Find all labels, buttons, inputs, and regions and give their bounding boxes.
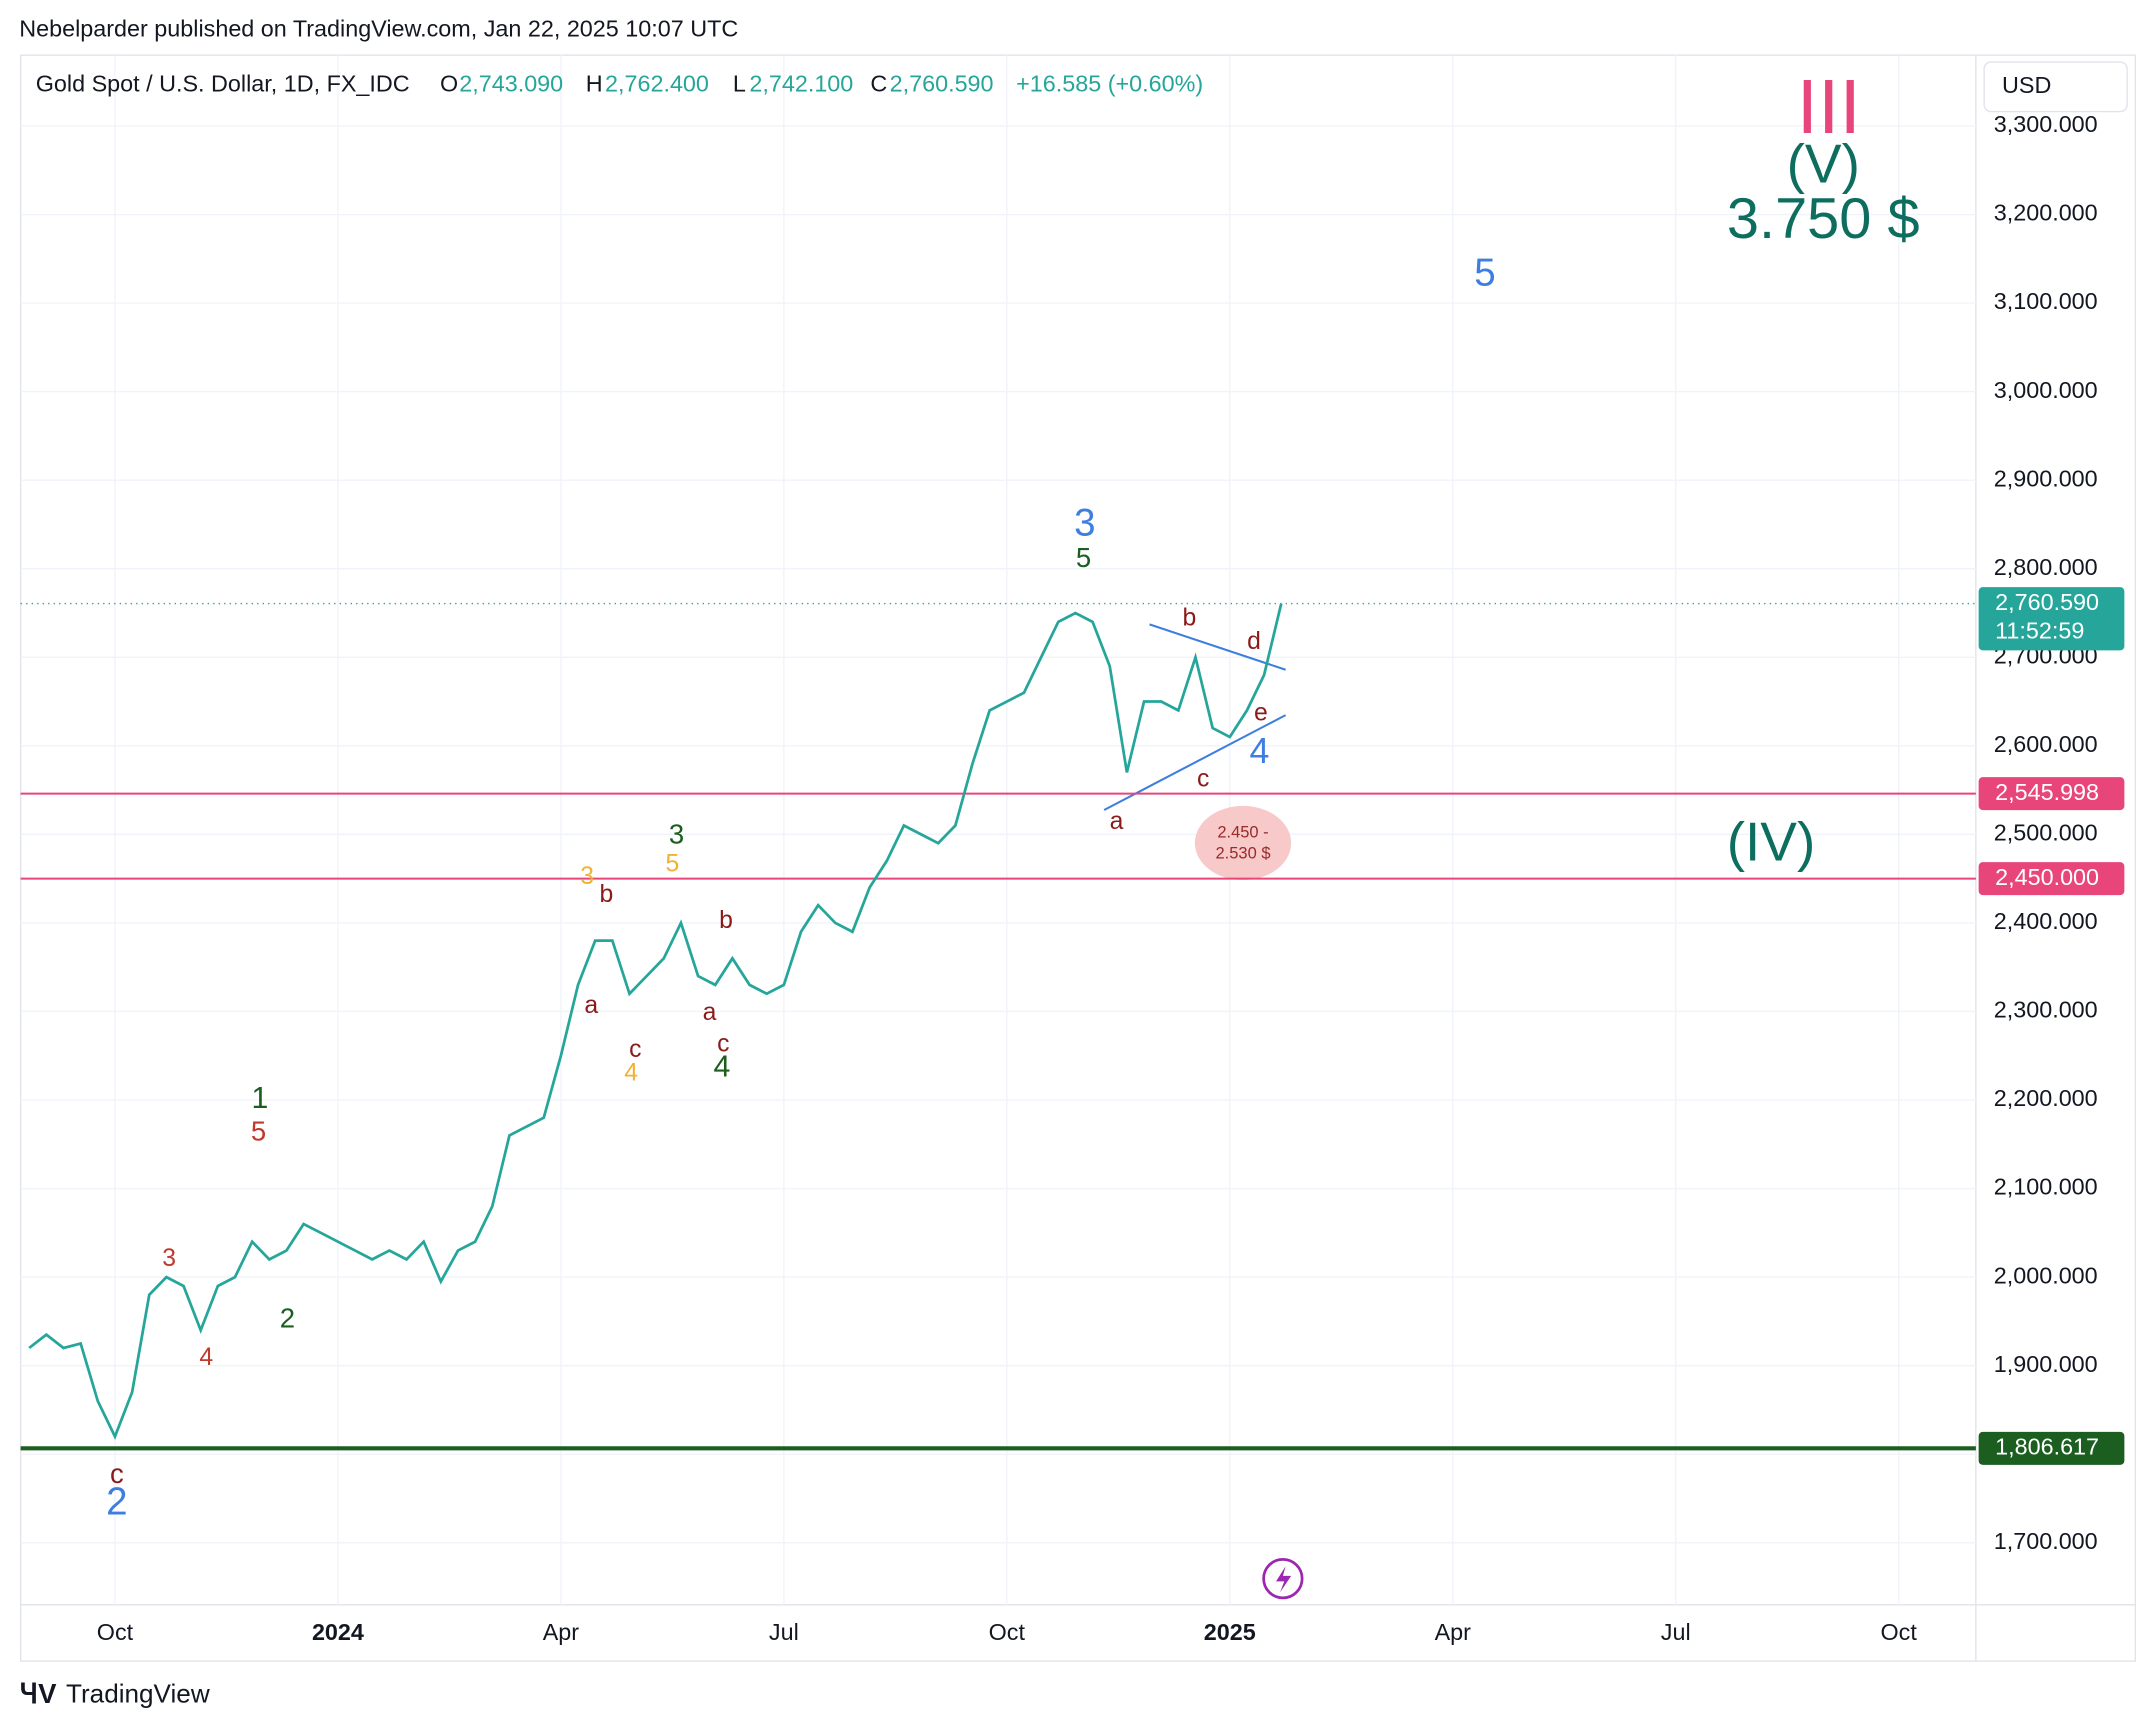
wave-label: 5: [665, 851, 679, 878]
level-label: 2,545.998: [1995, 779, 2099, 805]
currency: USD: [2002, 72, 2051, 98]
y-tick-label: 2,000.000: [1994, 1262, 2098, 1288]
frame: [19, 54, 2137, 1662]
symbol: Gold Spot / U.S. Dollar, 1D, FX_IDC: [36, 71, 410, 97]
wave-label: 3.750 $: [1727, 187, 1920, 251]
level-label: 2,450.000: [1995, 864, 2099, 890]
wave-label: 3: [162, 1245, 176, 1272]
wave-label: a: [703, 999, 717, 1026]
x-tick-label: Apr: [1435, 1619, 1472, 1645]
level-label-box: [1978, 1431, 2125, 1465]
c-value: 2,760.590: [890, 71, 994, 97]
wave-label: 5: [251, 1115, 266, 1146]
level-label-box: [1978, 777, 2125, 811]
level-label-box: [1978, 862, 2125, 896]
currency-button[interactable]: [1983, 61, 2128, 113]
x-tick-label: Jul: [1661, 1619, 1691, 1645]
price-line: [28, 603, 1283, 1440]
x-tick-label: Oct: [97, 1619, 134, 1645]
h-value: 2,762.400: [605, 71, 709, 97]
target-zone: [1194, 805, 1292, 881]
event-icon[interactable]: [1262, 1558, 1304, 1600]
wave-label: (IV): [1727, 810, 1816, 872]
x-tick-label: 2025: [1204, 1619, 1256, 1645]
wave-label: 5: [1474, 251, 1495, 294]
l-value: 2,742.100: [749, 71, 853, 97]
x-tick-label: Apr: [543, 1619, 580, 1645]
wave-label: (V): [1787, 132, 1860, 194]
y-tick-label: 1,900.000: [1994, 1351, 2098, 1377]
y-tick-label: 2,400.000: [1994, 908, 2098, 934]
y-tick-label: 3,100.000: [1994, 288, 2098, 314]
y-tick-label: 3,000.000: [1994, 377, 2098, 403]
level-label: 1,806.617: [1995, 1434, 2099, 1460]
l-key: L: [733, 71, 746, 97]
c-key: C: [870, 71, 887, 97]
wave-label: c: [629, 1036, 641, 1063]
wave-label: 1: [251, 1082, 268, 1115]
wave-label: e: [1254, 699, 1268, 726]
triangle-upper: [1149, 623, 1286, 671]
y-tick-label: 2,100.000: [1994, 1174, 2098, 1200]
wave-label: a: [1110, 808, 1124, 835]
last-price-box: [1978, 587, 2125, 651]
wave-label: b: [1182, 604, 1196, 631]
x-tick-label: Jul: [769, 1619, 799, 1645]
wave-label: d: [1247, 628, 1261, 655]
x-tick-label: Oct: [1881, 1619, 1918, 1645]
wave-label: III: [1797, 64, 1861, 150]
y-tick-label: 3,300.000: [1994, 111, 2098, 137]
change: +16.585 (+0.60%): [1016, 71, 1203, 97]
y-tick-label: 2,200.000: [1994, 1085, 2098, 1111]
wave-label: 4: [199, 1344, 213, 1371]
y-tick-label: 2,900.000: [1994, 465, 2098, 491]
o-value: 2,743.090: [459, 71, 563, 97]
y-tick-label: 1,700.000: [1994, 1528, 2098, 1554]
x-tick-label: 2024: [312, 1619, 364, 1645]
plot: [20, 602, 1976, 1451]
logo-mark: ꞍV: [19, 1678, 57, 1709]
wave-label: c: [110, 1458, 124, 1489]
y-tick-label: 2,600.000: [1994, 731, 2098, 757]
target-zone-text: 2.530 $: [1215, 844, 1270, 862]
y-tick-label: 2,300.000: [1994, 997, 2098, 1023]
target-zone-text: 2.450 -: [1217, 824, 1268, 842]
wave-label: 2: [280, 1302, 295, 1333]
wave-label: 4: [713, 1050, 730, 1083]
wave-label: b: [719, 907, 733, 934]
y-tick-label: 2,500.000: [1994, 820, 2098, 846]
h-key: H: [586, 71, 603, 97]
wave-label: 4: [624, 1060, 638, 1087]
event-bolt: [1276, 1566, 1292, 1593]
wave-label: 3: [1074, 502, 1095, 545]
wave-label: b: [599, 881, 613, 908]
o-key: O: [440, 71, 458, 97]
y-tick-label: 2,800.000: [1994, 554, 2098, 580]
wave-label: 5: [1076, 542, 1091, 573]
publisher: Nebelparder published on TradingView.com…: [19, 16, 738, 42]
wave-label: a: [584, 992, 598, 1019]
countdown: 11:52:59: [1995, 618, 2084, 644]
y-tick-label: 3,200.000: [1994, 200, 2098, 226]
wave-label: 3: [580, 863, 594, 890]
last-price-label: 2,760.590: [1995, 589, 2099, 615]
wave-label: c: [717, 1031, 729, 1058]
wave-label: c: [1197, 765, 1209, 792]
x-tick-label: Oct: [989, 1619, 1026, 1645]
wave-label: 4: [1250, 731, 1270, 771]
legend: Gold Spot / U.S. Dollar, 1D, FX_IDC O 2,…: [36, 71, 1203, 97]
wave-label: 2: [106, 1481, 127, 1524]
grid: [20, 55, 1976, 1605]
wave-label: 3: [669, 818, 684, 849]
footer-brand: TradingView: [66, 1678, 210, 1708]
